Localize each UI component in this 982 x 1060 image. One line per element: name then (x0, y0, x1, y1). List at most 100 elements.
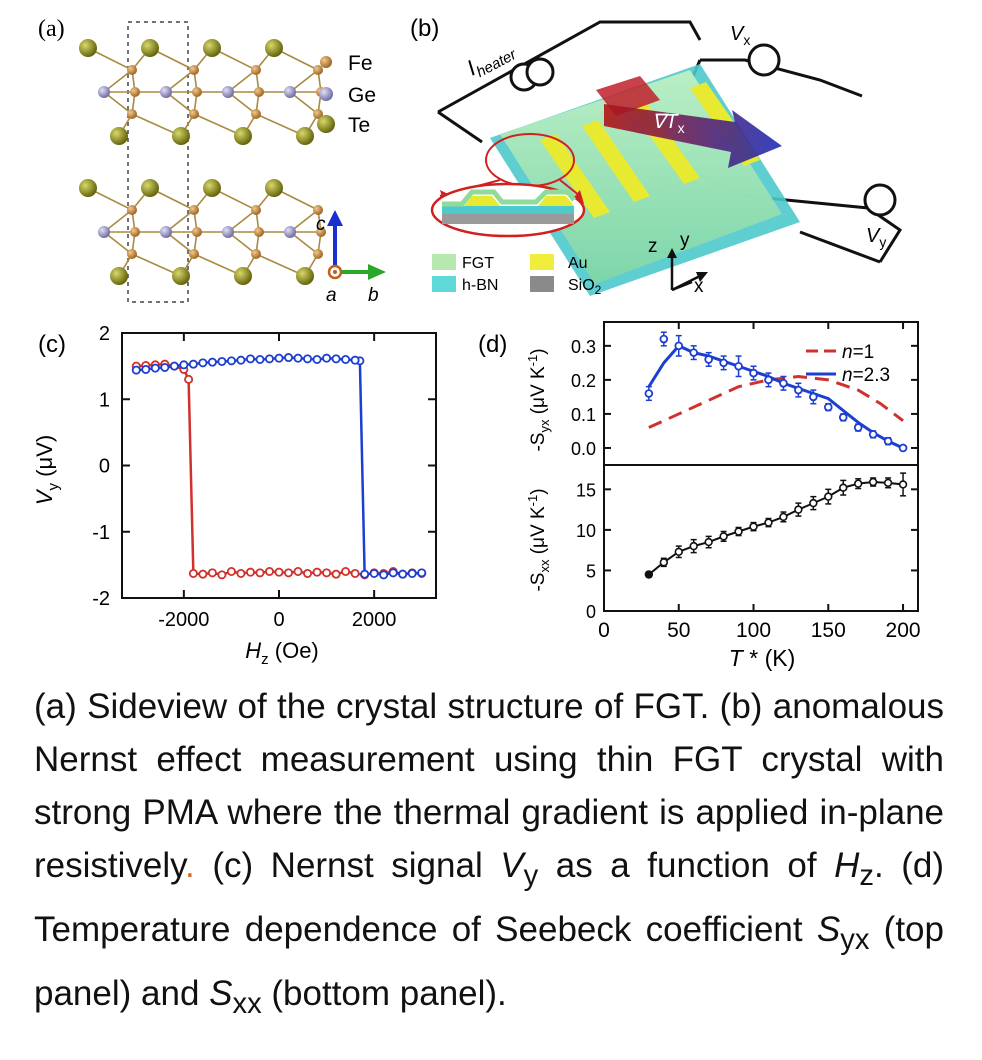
y-tick-label: 0.1 (571, 405, 596, 425)
te-atom (141, 39, 159, 57)
fe-atom (313, 205, 323, 215)
data-point (274, 353, 284, 363)
legend-n23-label: n=2.3 (842, 365, 890, 386)
fe-atom (251, 109, 261, 119)
ge-atom (222, 226, 234, 238)
data-point (379, 570, 389, 580)
chart-c-frame (121, 332, 437, 599)
fe-atom (313, 249, 323, 259)
data-point (150, 363, 160, 373)
data-point (407, 568, 417, 578)
y-tick-label: -1 (92, 522, 110, 544)
y-tick-label: 0.3 (571, 337, 596, 357)
au-label: Au (568, 255, 588, 272)
data-point (883, 436, 893, 446)
data-point (160, 362, 170, 372)
te-atom (172, 267, 190, 285)
data-point (312, 354, 322, 364)
data-point (644, 570, 654, 579)
crystal-structure (79, 39, 326, 285)
data-point (255, 568, 265, 578)
panel-c-label: (c) (38, 331, 66, 358)
data-point (141, 364, 151, 374)
panel-c: (c) -2 -1 0 1 2 -2000 0 2000 Vy (μV) Hz (Oe) (32, 323, 437, 668)
te-atom (110, 267, 128, 285)
fe-atom (316, 227, 326, 237)
data-point (312, 567, 322, 577)
data-point (794, 505, 803, 514)
series-line (648, 481, 904, 576)
te-atom (79, 179, 97, 197)
z-axis-arrow-icon (667, 248, 677, 258)
gradient-arrow-icon (604, 104, 782, 168)
heater-wire-lower (437, 110, 483, 144)
data-point (322, 353, 332, 363)
data-point (236, 568, 246, 578)
fe-atom (254, 87, 264, 97)
data-point (255, 354, 265, 364)
chart-d-bottom-frame (603, 464, 919, 612)
data-point (824, 492, 833, 501)
te-atom (234, 127, 252, 145)
device-axes: z y x (648, 230, 708, 297)
sio2-label: SiO2 (568, 277, 602, 297)
data-point (704, 355, 713, 364)
data-point (245, 354, 255, 364)
x-tick-label: -2000 (158, 609, 209, 631)
data-point (704, 537, 713, 547)
ge-atom (98, 226, 110, 238)
data-point (360, 569, 370, 579)
y-tick-label: -2 (92, 588, 110, 610)
data-point (207, 357, 217, 367)
fe-atom (313, 109, 323, 119)
te-legend-icon (317, 115, 335, 133)
fe-atom (127, 109, 137, 119)
data-point (749, 368, 758, 378)
z-axis-label: z (648, 236, 658, 257)
chart-c-ylabel: Vy (μV) (32, 435, 62, 505)
data-point (274, 567, 284, 577)
data-point (388, 568, 398, 578)
data-point (331, 354, 341, 364)
fe-atom (189, 249, 199, 259)
vy-label: Vy (866, 225, 886, 250)
data-point (794, 385, 803, 395)
chart-d-bottom-series (644, 472, 908, 579)
data-point (198, 569, 208, 579)
data-point (838, 413, 848, 422)
te-atom (296, 267, 314, 285)
data-point (809, 498, 818, 508)
gold-contact-1 (540, 134, 610, 218)
b-axis-arrow-icon (368, 264, 386, 280)
fe-atom (189, 205, 199, 215)
te-atom (172, 127, 190, 145)
data-point (207, 568, 217, 578)
y-tick-label: 0 (99, 456, 110, 478)
y-axis-label: y (680, 230, 690, 251)
data-point (779, 378, 788, 388)
te-atom (110, 127, 128, 145)
c-axis-label: c (316, 214, 326, 235)
data-point (659, 334, 669, 344)
data-point (719, 532, 728, 541)
data-point (245, 567, 255, 577)
figure: (a) Fe Ge Te c a b (b) (32, 15, 921, 671)
vx-wire (700, 58, 863, 98)
chart-d-xlabel: T * (K) (729, 645, 795, 671)
series-line (136, 356, 422, 577)
chart-d-legend: n=1 n=2.3 (806, 342, 890, 386)
data-point (898, 480, 908, 489)
fe-atom (127, 205, 137, 215)
x-tick-label: 150 (811, 619, 846, 642)
y-tick-label: 2 (99, 323, 110, 345)
data-point (179, 360, 189, 370)
data-point (674, 341, 684, 351)
y-tick-label: 0.0 (571, 439, 596, 459)
fe-atom (127, 249, 137, 259)
data-point (284, 353, 294, 363)
data-point (898, 443, 908, 453)
heater-source-icon (509, 57, 555, 92)
x-tick-label: 0 (598, 619, 610, 642)
data-point (264, 354, 274, 364)
